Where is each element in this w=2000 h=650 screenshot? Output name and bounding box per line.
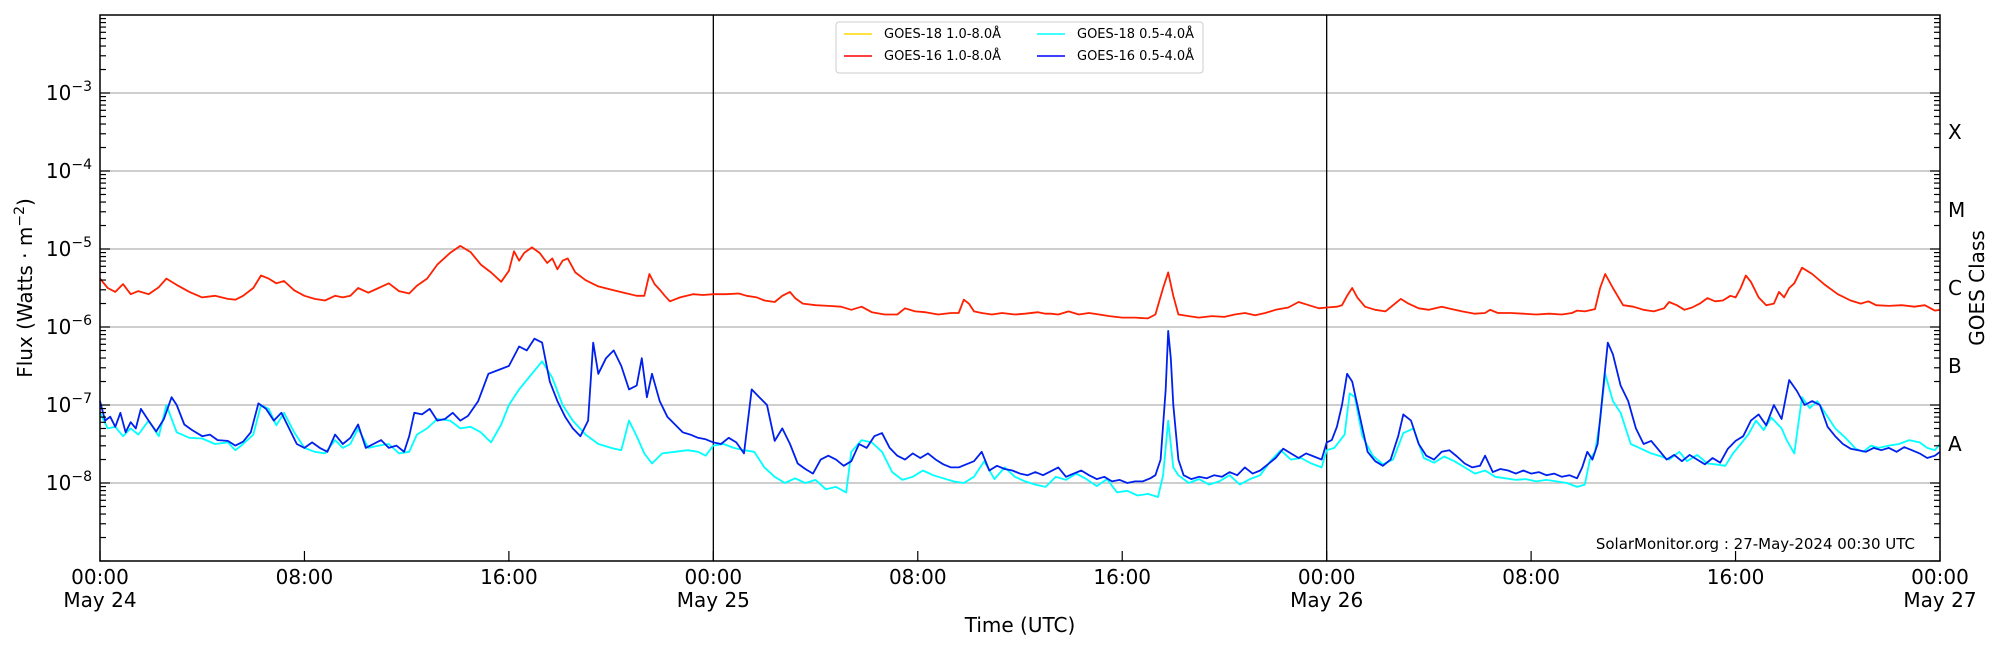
x-tick-time: 08:00: [276, 565, 334, 589]
series-line: [99, 330, 1941, 484]
y-tick-label: 10−7: [46, 391, 92, 417]
y-tick-label: 10−4: [46, 157, 92, 183]
x-tick-time: 00:00: [1911, 565, 1969, 589]
right-axis-label: GOES Class: [1965, 230, 1989, 346]
x-tick-time: 00:00: [685, 565, 743, 589]
y-axis-ticks: 10−3 10−4 10−5 10−6 10−7 10−8: [46, 17, 1940, 562]
legend-label: GOES-18 1.0-8.0Å: [884, 26, 1001, 42]
x-tick-time: 00:00: [1298, 565, 1356, 589]
y-tick-label: 10−8: [46, 469, 92, 495]
series-line: [99, 245, 1941, 320]
goes-class-label: A: [1948, 432, 1962, 456]
x-tick-time: 16:00: [1707, 565, 1765, 589]
legend-label: GOES-18 0.5-4.0Å: [1077, 26, 1194, 42]
day-boundary-lines: [712, 15, 1328, 561]
goes-class-label: B: [1948, 354, 1962, 378]
horizontal-gridlines: [100, 92, 1940, 484]
plot-frame: [99, 14, 1941, 562]
goes-class-label: C: [1948, 276, 1962, 300]
y-tick-label: 10−6: [46, 313, 92, 339]
legend: GOES-18 1.0-8.0Å GOES-18 0.5-4.0Å GOES-16 …: [835, 21, 1204, 74]
x-tick-date: May 26: [1290, 588, 1363, 612]
goes-class-label: X: [1948, 120, 1962, 144]
x-tick-date: May 25: [677, 588, 750, 612]
x-tick-time: 16:00: [480, 565, 538, 589]
x-tick-date: May 27: [1903, 588, 1976, 612]
x-tick-date: May 24: [63, 588, 136, 612]
data-series: [99, 245, 1941, 498]
y-tick-label: 10−5: [46, 235, 92, 261]
source-annotation: SolarMonitor.org : 27-May-2024 00:30 UTC: [1596, 535, 1915, 553]
goes-class-label: M: [1948, 198, 1965, 222]
x-tick-time: 08:00: [1502, 565, 1560, 589]
goes-class-labels: X M C B A: [1948, 120, 1965, 456]
legend-label: GOES-16 0.5-4.0Å: [1077, 48, 1194, 64]
x-tick-time: 16:00: [1093, 565, 1151, 589]
y-tick-label: 10−3: [46, 79, 92, 105]
x-tick-time: 08:00: [889, 565, 947, 589]
legend-box: [835, 21, 1204, 74]
legend-label: GOES-16 1.0-8.0Å: [884, 48, 1001, 64]
x-tick-time: 00:00: [71, 565, 129, 589]
y-axis-label: Flux (Watts · m−2): [12, 198, 37, 378]
x-axis-label: Time (UTC): [964, 613, 1076, 637]
